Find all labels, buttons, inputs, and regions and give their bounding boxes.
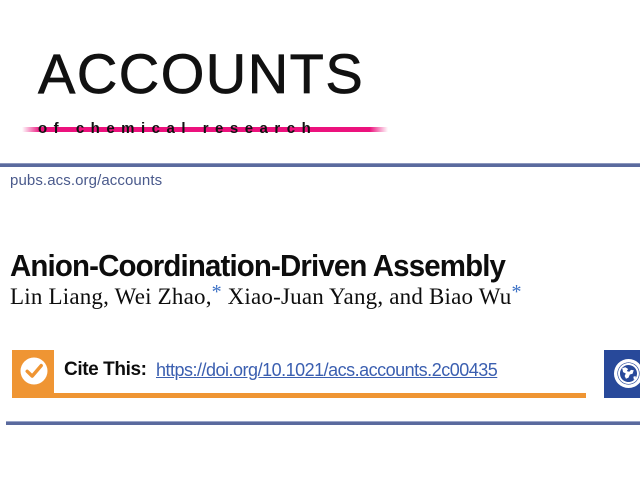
globe-icon: [613, 358, 640, 389]
corresponding-author-asterisk-1: *: [211, 281, 222, 303]
cite-this-bar[interactable]: Cite This: https://doi.org/10.1021/acs.a…: [12, 350, 640, 400]
open-access-globe-badge[interactable]: [604, 350, 640, 398]
pink-accent-rule: [22, 127, 388, 132]
author-names-second: Xiao-Juan Yang, and Biao Wu: [221, 284, 512, 309]
journal-subtitle-band: of chemical research: [0, 120, 640, 137]
cite-check-badge: [12, 350, 54, 393]
corresponding-author-asterisk-2: *: [511, 281, 522, 303]
author-names-first: Lin Liang, Wei Zhao,: [10, 284, 212, 309]
journal-url-link[interactable]: pubs.acs.org/accounts: [10, 172, 163, 189]
article-access-bar[interactable]: ACCESS: [0, 432, 640, 480]
author-list: Lin Liang, Wei Zhao,* Xiao-Juan Yang, an…: [10, 281, 521, 310]
check-circle-icon: [20, 357, 48, 385]
cite-orange-underbar: [12, 393, 586, 398]
header-divider-rule: [0, 163, 640, 167]
cite-doi-link[interactable]: https://doi.org/10.1021/acs.accounts.2c0…: [156, 360, 498, 380]
cite-this-label: Cite This:: [64, 359, 147, 380]
access-label[interactable]: ACCESS: [16, 432, 99, 437]
article-title: Anion-Coordination-Driven Assembly: [10, 247, 506, 283]
journal-logo-wordmark: ACCOUNTS: [38, 42, 365, 105]
journal-masthead: ACCOUNTS of chemical research: [0, 0, 640, 150]
journal-subtitle: of chemical research: [38, 120, 318, 137]
access-bar-clip: ACCESS: [0, 432, 640, 455]
section-divider-rule: [6, 421, 640, 425]
